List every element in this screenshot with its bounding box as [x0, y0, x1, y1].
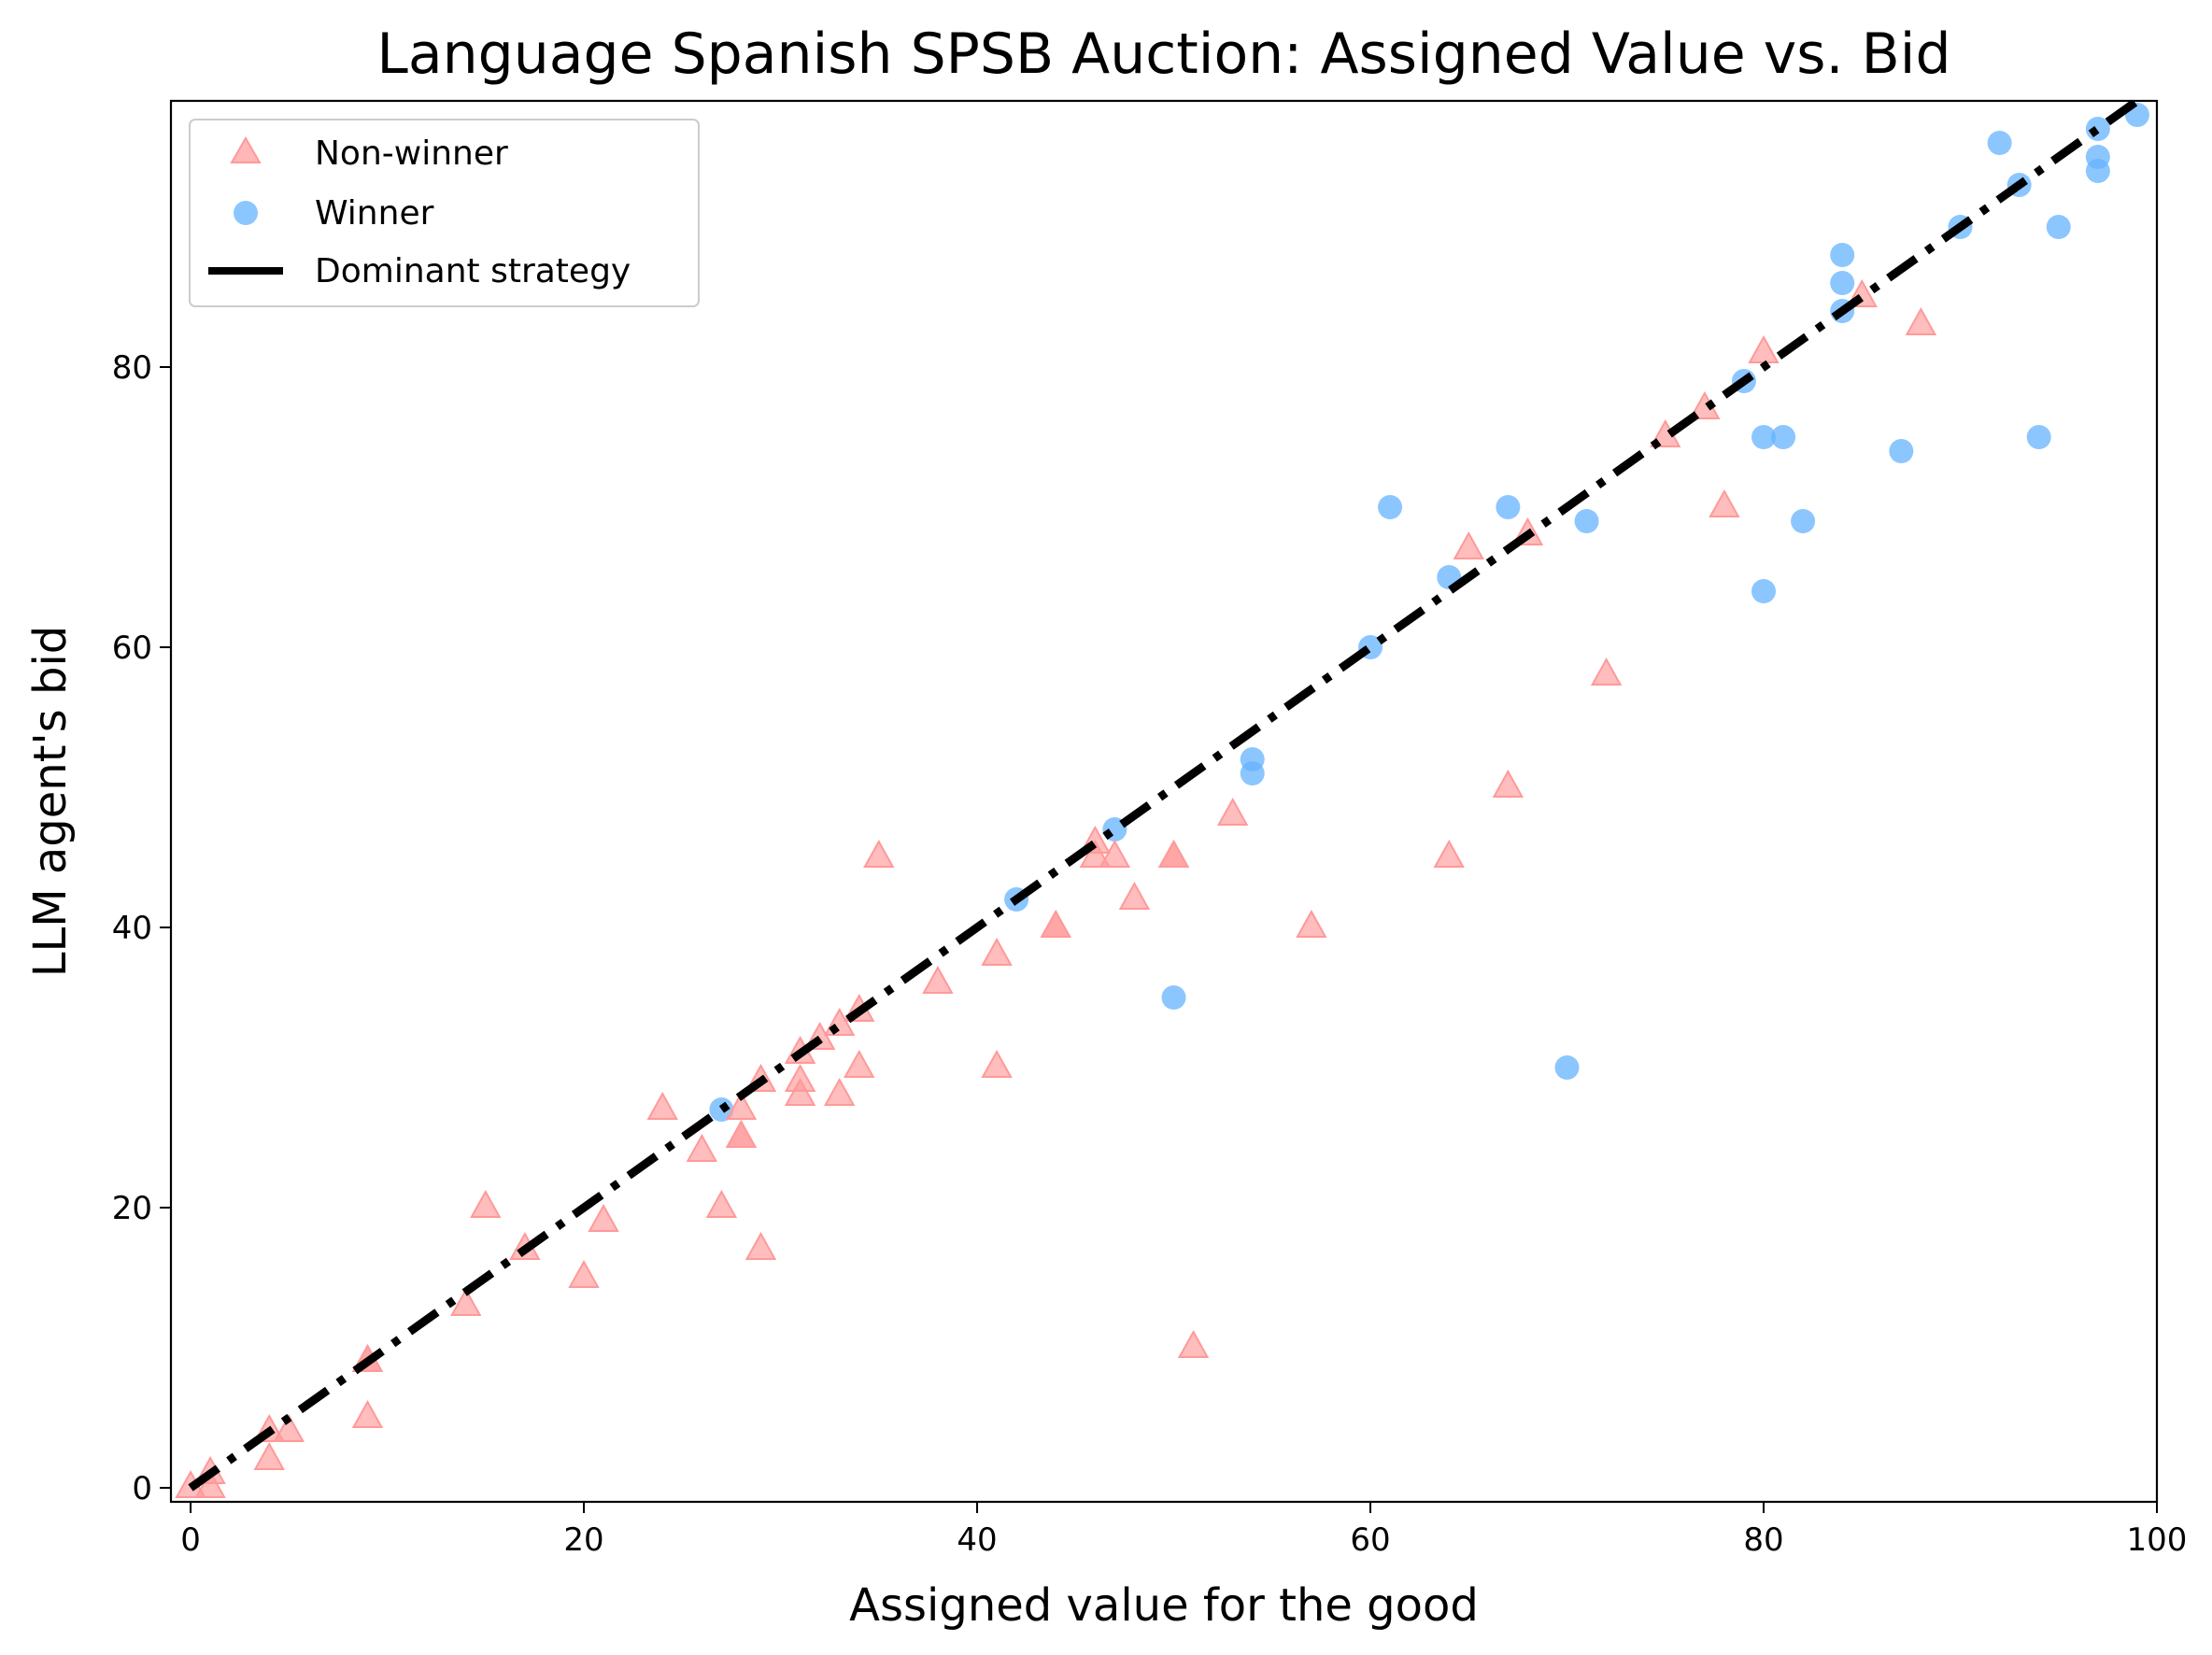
non-winner-point — [744, 1231, 777, 1260]
legend-circle-marker — [234, 201, 258, 225]
non-winner-point — [1079, 839, 1112, 868]
non-winner-point — [568, 1259, 600, 1288]
non-winner-point — [1590, 657, 1623, 686]
non-winner-point — [863, 839, 895, 868]
non-winner-point — [1453, 530, 1484, 559]
legend-label-dominant-strategy: Dominant strategy — [315, 252, 631, 290]
y-tick-label: 80 — [112, 349, 152, 387]
non-winner-point — [844, 1049, 875, 1078]
non-winner-point — [1296, 909, 1327, 938]
legend: Non-winner Winner Dominant strategy — [189, 119, 700, 307]
non-winner-point — [784, 1077, 816, 1106]
legend-label-non-winner: Non-winner — [315, 134, 508, 173]
non-winner-point — [981, 1049, 1013, 1078]
y-tick-label: 20 — [112, 1190, 152, 1227]
non-winner-point — [450, 1287, 482, 1316]
non-winner-point — [1492, 769, 1524, 798]
winner-point — [1496, 495, 1521, 519]
winner-point — [1987, 131, 2012, 155]
x-axis-label: Assigned value for the good — [849, 1579, 1479, 1632]
winner-point — [1378, 495, 1403, 519]
x-tick-label: 20 — [563, 1521, 603, 1559]
winner-point — [1830, 271, 1855, 295]
winner-point — [1830, 243, 1855, 267]
y-axis-ticks: 0 20 40 60 80 — [112, 349, 171, 1507]
winner-point — [1240, 761, 1265, 785]
non-winner-point — [725, 1119, 758, 1148]
winner-point — [1161, 985, 1186, 1010]
non-winner-point — [588, 1203, 619, 1232]
non-winner-point — [1216, 797, 1249, 826]
non-winner-point — [273, 1413, 305, 1442]
winner-point — [1791, 509, 1816, 533]
chart-title: Language Spanish SPSB Auction: Assigned … — [376, 21, 1950, 87]
winner-point — [709, 1097, 734, 1122]
non-winner-point — [1709, 488, 1740, 517]
y-tick-label: 60 — [112, 629, 152, 667]
x-tick-label: 80 — [1743, 1521, 1783, 1559]
non-winner-series — [175, 278, 1937, 1498]
non-winner-point — [686, 1133, 718, 1162]
non-winner-point — [1099, 839, 1131, 868]
plot-frame — [169, 99, 2159, 1504]
non-winner-point — [1157, 839, 1190, 868]
winner-point — [2085, 159, 2110, 183]
non-winner-point — [253, 1441, 285, 1470]
legend-box — [189, 119, 700, 307]
winner-point — [1554, 1055, 1580, 1080]
non-winner-point — [1905, 306, 1937, 335]
legend-label-winner: Winner — [315, 194, 434, 233]
non-winner-point — [823, 1077, 856, 1106]
non-winner-point — [705, 1189, 738, 1218]
non-winner-point — [470, 1189, 502, 1218]
non-winner-point — [646, 1091, 678, 1120]
non-winner-point — [981, 937, 1013, 966]
non-winner-point — [1118, 881, 1151, 910]
y-axis-label: LLM agent's bid — [24, 626, 77, 978]
x-tick-label: 100 — [2127, 1521, 2188, 1559]
winner-point — [1889, 439, 1914, 463]
x-tick-label: 60 — [1350, 1521, 1390, 1559]
non-winner-point — [194, 1469, 226, 1498]
winner-point — [1771, 425, 1796, 449]
x-axis-ticks: 0 20 40 60 80 100 — [180, 1502, 2187, 1559]
x-tick-label: 40 — [957, 1521, 997, 1559]
winner-point — [1751, 579, 1777, 603]
y-tick-label: 0 — [132, 1470, 152, 1507]
winner-point — [1574, 509, 1599, 533]
non-winner-point — [1748, 334, 1780, 363]
y-tick-label: 40 — [112, 910, 152, 947]
x-tick-label: 0 — [180, 1521, 201, 1559]
non-winner-point — [1040, 909, 1071, 938]
non-winner-point — [725, 1091, 758, 1120]
winner-point — [2046, 215, 2071, 239]
non-winner-point — [922, 965, 954, 994]
winner-point — [1751, 425, 1777, 449]
winner-point — [2026, 425, 2051, 449]
non-winner-point — [351, 1399, 384, 1428]
non-winner-point — [1433, 839, 1465, 868]
legend-triangle-marker — [230, 135, 262, 163]
non-winner-point — [1177, 1329, 1210, 1358]
